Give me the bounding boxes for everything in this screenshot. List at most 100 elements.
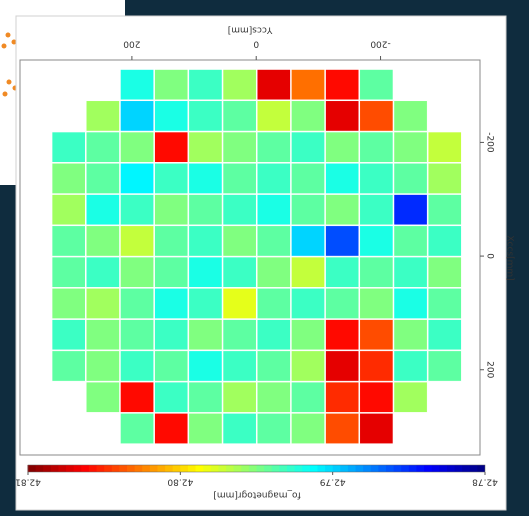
heatmap-cell xyxy=(428,351,461,381)
colorbar-segment xyxy=(88,465,96,472)
heatmap-cell xyxy=(291,413,324,443)
heatmap-cell xyxy=(223,382,256,412)
heatmap-cell xyxy=(223,101,256,131)
heatmap-cell xyxy=(360,351,393,381)
colorbar-segment xyxy=(218,465,226,472)
colorbar-segment xyxy=(424,465,432,472)
heatmap-cell xyxy=(189,320,222,350)
heatmap-cell xyxy=(120,195,153,225)
heatmap-cell xyxy=(52,320,85,350)
heatmap-cell xyxy=(189,351,222,381)
heatmap-cell xyxy=(223,70,256,100)
heatmap-cell xyxy=(326,101,359,131)
heatmap-cell xyxy=(291,320,324,350)
heatmap-cell xyxy=(291,288,324,318)
colorbar-segment xyxy=(142,465,150,472)
y-tick-label: 200 xyxy=(485,361,495,378)
heatmap-cell xyxy=(257,163,290,193)
heatmap-cell xyxy=(291,101,324,131)
heatmap-cell xyxy=(326,195,359,225)
colorbar-segment xyxy=(210,465,218,472)
heatmap-cell xyxy=(326,351,359,381)
colorbar-segment xyxy=(355,465,363,472)
heatmap-cell xyxy=(428,163,461,193)
heatmap-cell xyxy=(394,320,427,350)
heatmap-cell xyxy=(428,132,461,162)
colorbar-segment xyxy=(469,465,477,472)
heatmap-cell xyxy=(257,382,290,412)
heatmap-cell xyxy=(428,257,461,287)
colorbar-segment xyxy=(35,465,43,472)
heatmap-cell xyxy=(189,70,222,100)
colorbar-tick-label: 42.79 xyxy=(320,477,346,487)
colorbar-segment xyxy=(28,465,36,472)
heatmap-cell xyxy=(155,163,188,193)
heatmap-cell xyxy=(189,226,222,256)
heatmap-cell xyxy=(360,226,393,256)
heatmap-cell xyxy=(428,320,461,350)
heatmap-cell xyxy=(394,132,427,162)
colorbar-segment xyxy=(340,465,348,472)
heatmap-cell xyxy=(155,320,188,350)
heatmap-cell xyxy=(223,320,256,350)
colorbar-segment xyxy=(111,465,119,472)
colorbar-segment xyxy=(477,465,485,472)
colorbar-segment xyxy=(43,465,51,472)
heatmap-cell xyxy=(394,382,427,412)
heatmap-cell xyxy=(326,163,359,193)
heatmap-cell xyxy=(360,288,393,318)
heatmap-cell xyxy=(52,132,85,162)
heatmap-cell xyxy=(360,257,393,287)
heatmap-cell xyxy=(326,257,359,287)
heatmap-cell xyxy=(291,382,324,412)
heatmap-cell xyxy=(223,257,256,287)
heatmap-cell xyxy=(223,413,256,443)
colorbar-segment xyxy=(370,465,378,472)
heatmap-cell xyxy=(291,70,324,100)
heatmap-cell xyxy=(326,226,359,256)
heatmap-cell xyxy=(291,132,324,162)
screenshot: Yccs[mm] Xccs[mm] fo_magnetogr[mm] -2000… xyxy=(0,0,529,516)
heatmap-cell xyxy=(394,195,427,225)
heatmap-cell xyxy=(257,101,290,131)
colorbar-segment xyxy=(317,465,325,472)
heatmap-cell xyxy=(326,70,359,100)
heatmap-cell xyxy=(120,226,153,256)
colorbar-segment xyxy=(431,465,439,472)
heatmap-cell xyxy=(86,257,119,287)
heatmap-cell xyxy=(155,132,188,162)
heatmap-cell xyxy=(120,288,153,318)
colorbar-segment xyxy=(416,465,424,472)
heatmap-cell xyxy=(189,101,222,131)
heatmap-cell xyxy=(86,288,119,318)
colorbar-segment xyxy=(454,465,462,472)
colorbar-segment xyxy=(96,465,104,472)
colorbar-segment xyxy=(294,465,302,472)
colorbar-segment xyxy=(172,465,180,472)
heatmap-cell xyxy=(223,288,256,318)
heatmap-cell xyxy=(120,101,153,131)
heatmap-cell xyxy=(52,257,85,287)
heatmap-cell xyxy=(52,351,85,381)
heatmap-cell xyxy=(394,288,427,318)
colorbar-segment xyxy=(401,465,409,472)
x-tick-label: 200 xyxy=(123,39,140,49)
colorbar-segment xyxy=(66,465,74,472)
heatmap-cell xyxy=(223,226,256,256)
y-axis-label: Xccs[mm] xyxy=(505,235,515,280)
heatmap-cell xyxy=(155,288,188,318)
heatmap-cell xyxy=(52,163,85,193)
heatmap-cell xyxy=(360,382,393,412)
heatmap-cell xyxy=(291,195,324,225)
heatmap-cell xyxy=(120,70,153,100)
colorbar-segment xyxy=(332,465,340,472)
colorbar-segment xyxy=(149,465,157,472)
heatmap-cell xyxy=(155,195,188,225)
heatmap-cell xyxy=(360,320,393,350)
heatmap-cell xyxy=(360,132,393,162)
heatmap-cell xyxy=(189,195,222,225)
heatmap-cell xyxy=(120,351,153,381)
heatmap-cell xyxy=(189,288,222,318)
heatmap-cell xyxy=(394,101,427,131)
heatmap-cell xyxy=(86,320,119,350)
